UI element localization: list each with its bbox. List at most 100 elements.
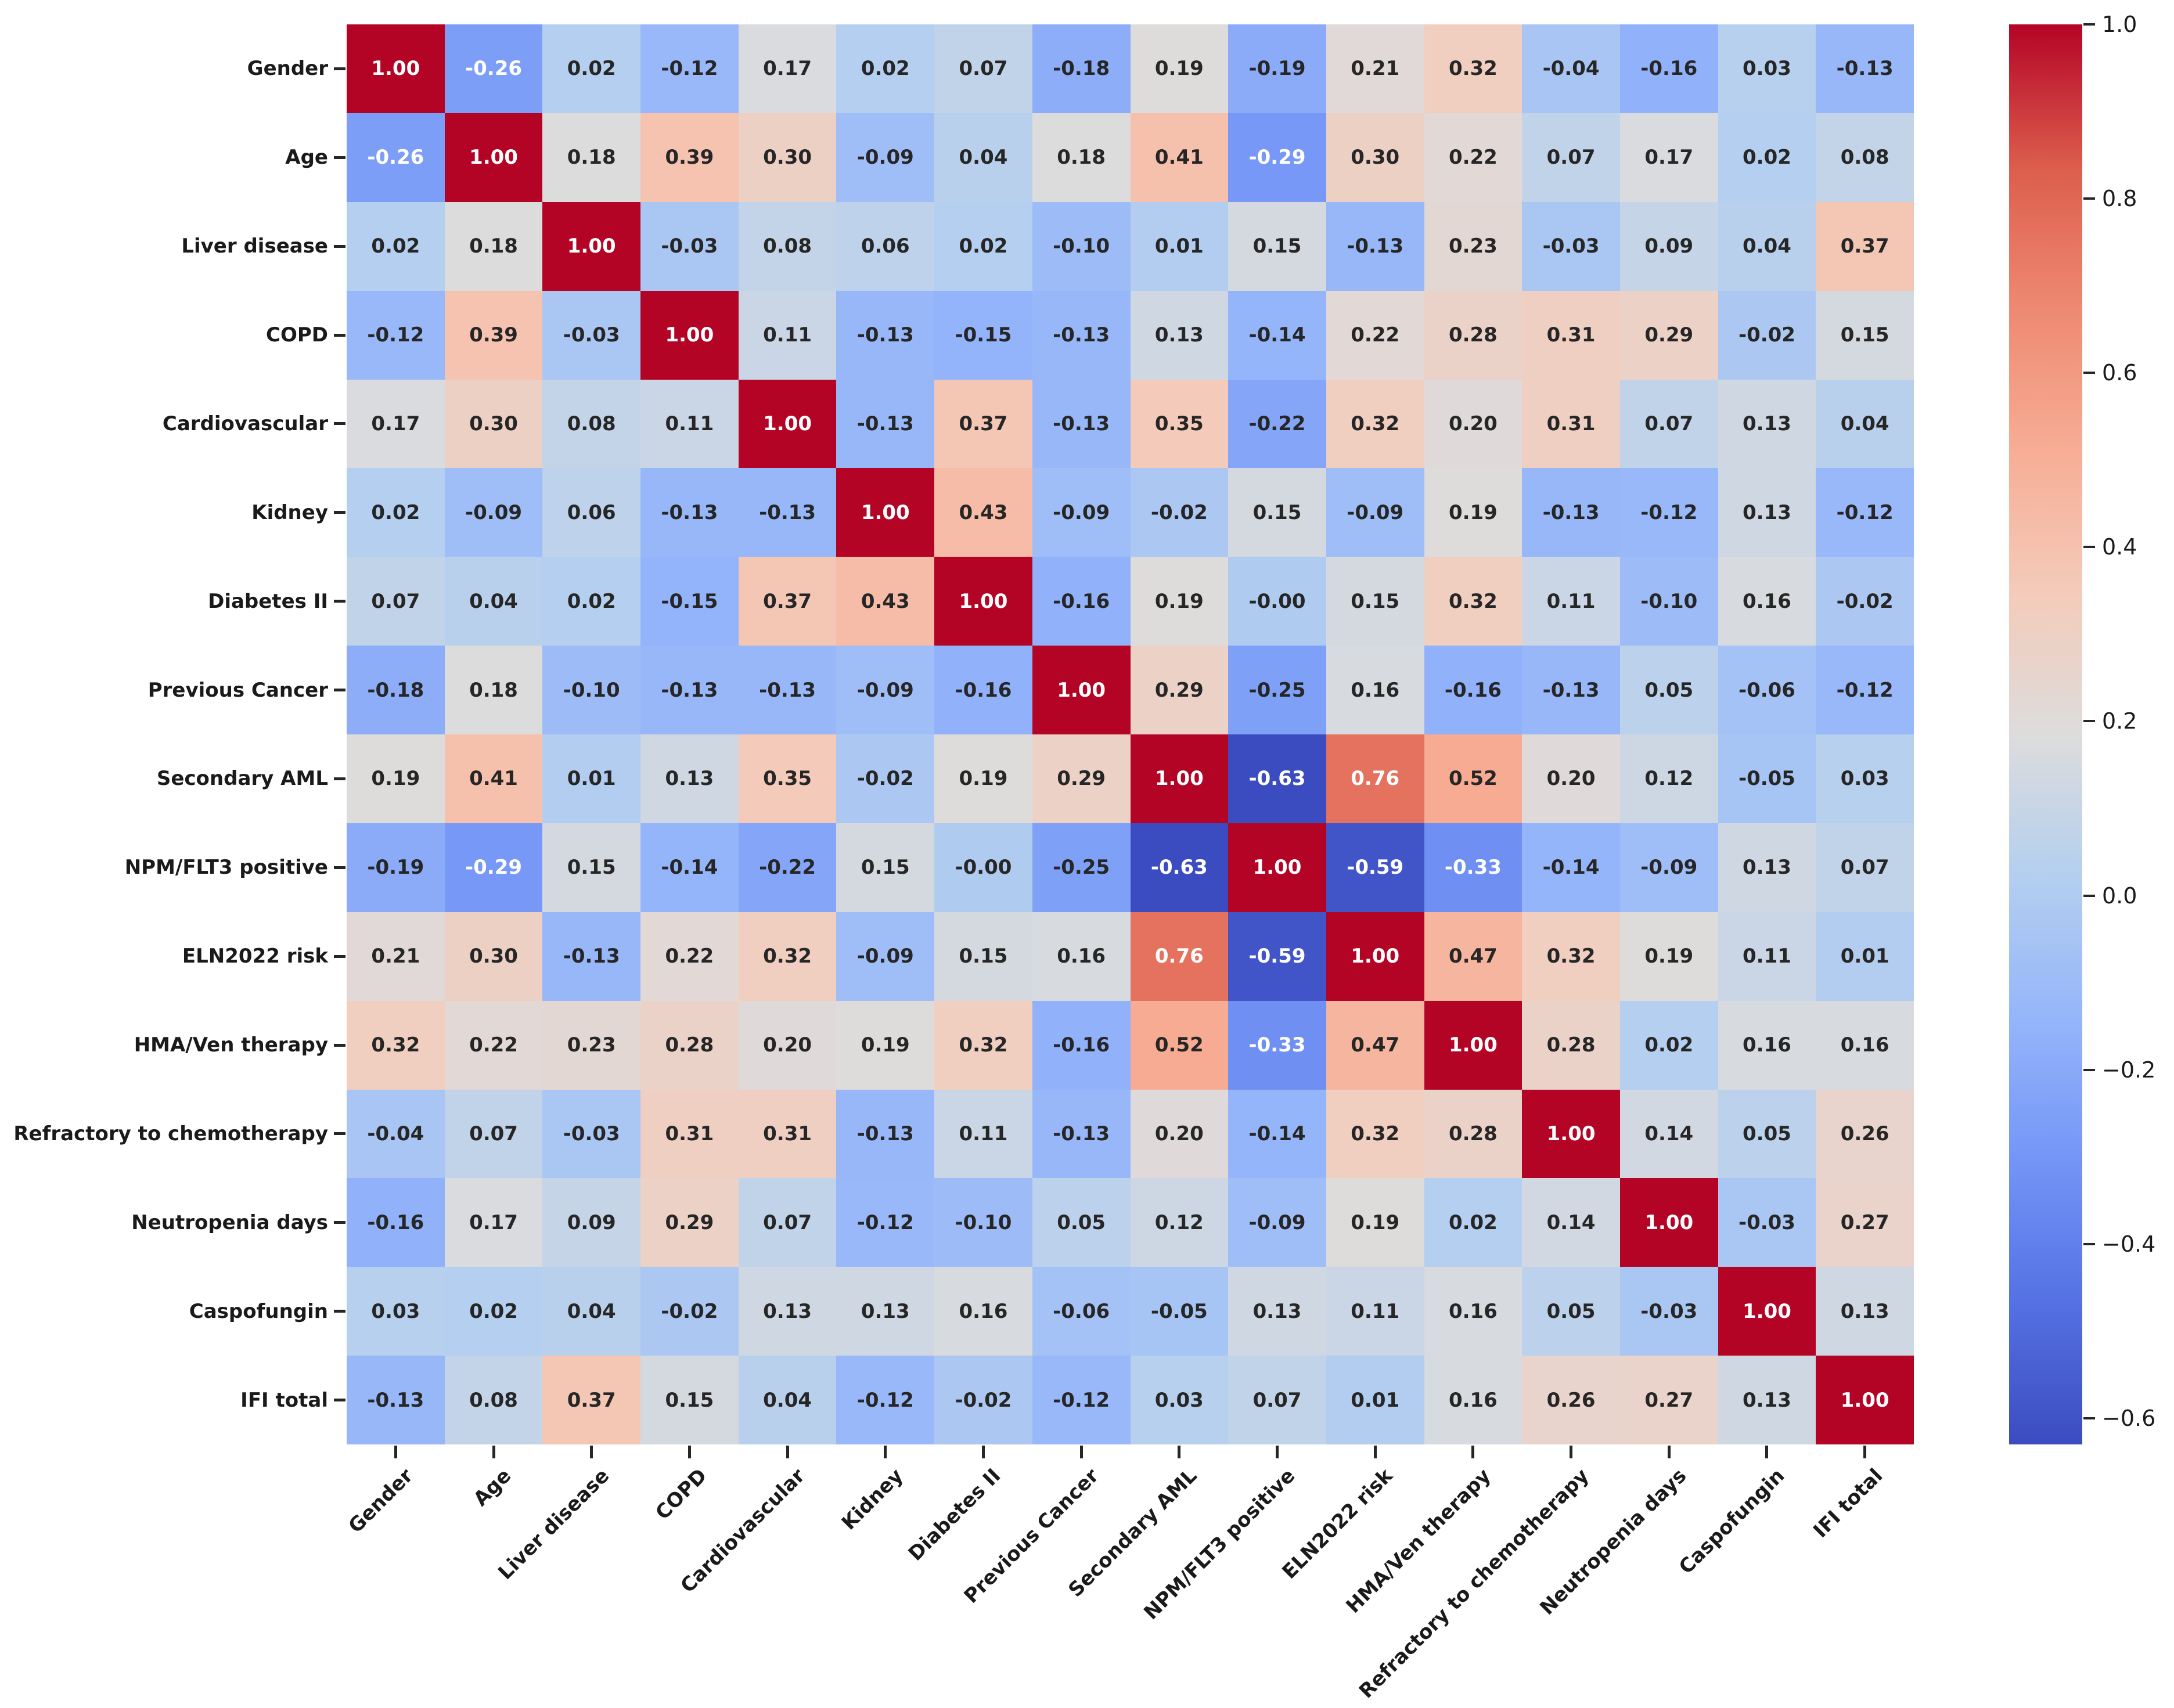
heatmap-cell: 0.11 xyxy=(1522,557,1620,646)
heatmap-cell: 1.00 xyxy=(542,201,641,291)
y-axis-tick xyxy=(334,244,345,248)
heatmap-cell: 0.07 xyxy=(1228,1356,1326,1444)
heatmap-cell: 0.02 xyxy=(444,1267,543,1356)
heatmap-cell: 0.08 xyxy=(542,379,641,469)
x-axis-tick xyxy=(786,1446,789,1458)
colorbar-tick xyxy=(2083,197,2095,200)
heatmap-cell: 0.02 xyxy=(347,201,445,291)
heatmap-cell: 0.26 xyxy=(1522,1356,1620,1444)
heatmap-cell: -0.13 xyxy=(640,646,739,734)
heatmap-cell: 0.17 xyxy=(738,24,837,113)
heatmap-cell: 0.12 xyxy=(1130,1178,1229,1267)
heatmap-cell: 1.00 xyxy=(1718,1267,1816,1356)
heatmap-cell: 0.29 xyxy=(640,1178,739,1267)
heatmap-cell: -0.12 xyxy=(1032,1356,1131,1444)
heatmap-cell: 0.08 xyxy=(444,1356,543,1444)
x-axis-tick xyxy=(1471,1446,1475,1458)
heatmap-cell: 0.09 xyxy=(1619,201,1718,291)
heatmap-cell: 0.41 xyxy=(444,734,543,823)
heatmap-cell: -0.14 xyxy=(640,823,739,912)
x-axis-tick xyxy=(590,1446,593,1458)
heatmap-cell: 0.13 xyxy=(1718,823,1816,912)
heatmap-cell: -0.13 xyxy=(542,911,641,1001)
heatmap-cell: -0.09 xyxy=(444,468,543,557)
heatmap-cell: 0.29 xyxy=(1619,290,1718,380)
heatmap-cell: 0.07 xyxy=(1522,113,1620,202)
heatmap-cell: -0.25 xyxy=(1032,823,1131,912)
heatmap-cell: -0.16 xyxy=(934,646,1032,734)
heatmap-cell: 0.02 xyxy=(542,24,641,113)
heatmap-cell: -0.16 xyxy=(1424,646,1522,734)
heatmap-cell: -0.14 xyxy=(1228,1089,1326,1179)
heatmap-cell: 0.18 xyxy=(444,201,543,291)
heatmap-cell: -0.25 xyxy=(1228,646,1326,734)
heatmap-cell: 0.27 xyxy=(1816,1178,1914,1267)
heatmap-cell: 0.03 xyxy=(1816,734,1914,823)
y-axis-label: Previous Cancer xyxy=(147,678,328,702)
heatmap-cell: -0.09 xyxy=(836,911,935,1001)
heatmap-cell: 0.11 xyxy=(640,379,739,469)
heatmap-cell: -0.18 xyxy=(347,646,445,734)
y-axis-label: Neutropenia days xyxy=(131,1210,328,1234)
heatmap-cell: -0.12 xyxy=(1816,646,1914,734)
heatmap-cell: 0.16 xyxy=(934,1267,1032,1356)
heatmap-cell: 1.00 xyxy=(1228,823,1326,912)
heatmap-cell: 0.15 xyxy=(1228,201,1326,291)
heatmap-cell: 0.32 xyxy=(1326,379,1424,469)
heatmap-cell: 0.02 xyxy=(347,468,445,557)
heatmap-cell: -0.06 xyxy=(1718,646,1816,734)
heatmap-cell: 0.13 xyxy=(1228,1267,1326,1356)
heatmap-cell: -0.09 xyxy=(1032,468,1131,557)
heatmap-cell: 0.47 xyxy=(1326,1000,1424,1090)
heatmap-cell: -0.02 xyxy=(1718,290,1816,380)
colorbar-tick-label: 0.0 xyxy=(2102,882,2137,909)
heatmap-cell: -0.03 xyxy=(542,1089,641,1179)
heatmap-cell: 0.35 xyxy=(1130,379,1229,469)
heatmap-cell: 0.52 xyxy=(1424,734,1522,823)
heatmap-cell: -0.03 xyxy=(1522,201,1620,291)
heatmap-cell: -0.13 xyxy=(836,379,935,469)
heatmap-cell: 0.09 xyxy=(542,1178,641,1267)
heatmap-cell: 0.37 xyxy=(934,379,1032,469)
y-axis-tick xyxy=(334,866,345,869)
heatmap-cell: 0.23 xyxy=(542,1000,641,1090)
y-axis-tick xyxy=(334,1132,345,1136)
heatmap-cell: 0.05 xyxy=(1619,646,1718,734)
heatmap-cell: -0.03 xyxy=(1718,1178,1816,1267)
heatmap-cell: 0.22 xyxy=(444,1000,543,1090)
heatmap-cell: -0.13 xyxy=(738,646,837,734)
heatmap-cell: -0.12 xyxy=(640,24,739,113)
y-axis-label: Caspofungin xyxy=(189,1299,328,1323)
colorbar-tick-label: −0.6 xyxy=(2102,1405,2156,1431)
heatmap-cell: 0.43 xyxy=(934,468,1032,557)
heatmap-cell: 0.47 xyxy=(1424,911,1522,1001)
y-axis-label: Diabetes II xyxy=(208,589,328,613)
colorbar-tick-label: 0.8 xyxy=(2102,186,2137,212)
heatmap-cell: 0.13 xyxy=(1130,290,1229,380)
heatmap-cell: 0.15 xyxy=(640,1356,739,1444)
heatmap-cell: 1.00 xyxy=(1130,734,1229,823)
heatmap-cell: 0.19 xyxy=(836,1000,935,1090)
heatmap-cell: -0.02 xyxy=(640,1267,739,1356)
heatmap-cell: -0.14 xyxy=(1522,823,1620,912)
heatmap-cell: -0.63 xyxy=(1130,823,1229,912)
y-axis-tick xyxy=(334,600,345,603)
heatmap-cell: 0.14 xyxy=(1619,1089,1718,1179)
heatmap-cell: 0.31 xyxy=(738,1089,837,1179)
heatmap-cell: 0.29 xyxy=(1130,646,1229,734)
heatmap-cell: 0.17 xyxy=(347,379,445,469)
heatmap-cell: 0.08 xyxy=(1816,113,1914,202)
heatmap-cell: -0.16 xyxy=(347,1178,445,1267)
heatmap-cell: -0.12 xyxy=(836,1356,935,1444)
colorbar-tick xyxy=(2083,23,2095,26)
y-axis-tick xyxy=(334,511,345,514)
heatmap-cell: 1.00 xyxy=(934,557,1032,646)
y-axis-tick xyxy=(334,1043,345,1047)
heatmap-cell: 0.43 xyxy=(836,557,935,646)
x-axis-tick xyxy=(1570,1446,1573,1458)
heatmap-cell: 0.32 xyxy=(1522,911,1620,1001)
heatmap-cell: 0.22 xyxy=(1326,290,1424,380)
heatmap-cell: 0.04 xyxy=(738,1356,837,1444)
heatmap-cell: 1.00 xyxy=(444,113,543,202)
heatmap-cell: 0.19 xyxy=(1424,468,1522,557)
